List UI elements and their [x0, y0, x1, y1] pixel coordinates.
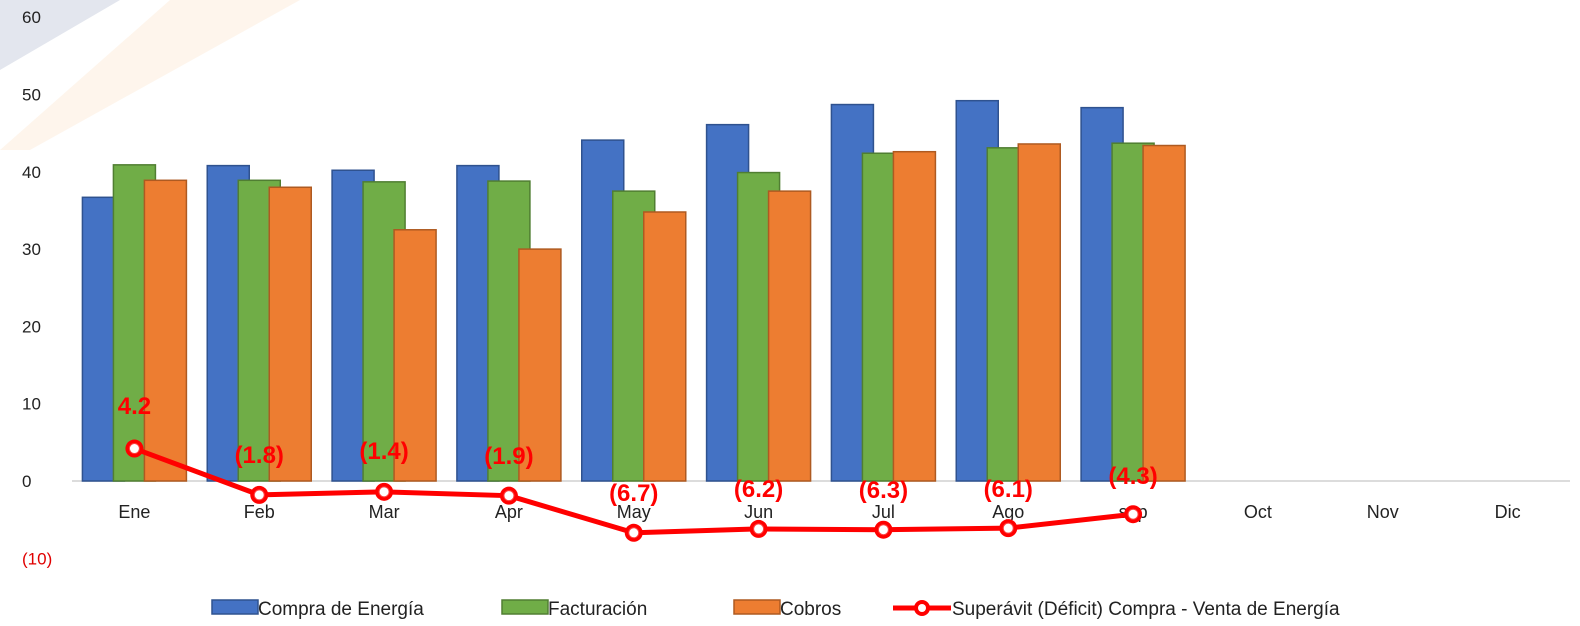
legend-label: Facturación [548, 599, 647, 620]
data-label: (4.3) [1108, 463, 1157, 490]
legend: Compra de Energía Facturación Cobros Superá… [211, 599, 1340, 620]
x-tick-label: Oct [1244, 502, 1272, 522]
x-tick-label: Mar [369, 502, 400, 522]
y-tick-label: 60 [22, 8, 41, 27]
bar [1142, 144, 1186, 482]
bar [518, 248, 562, 482]
bar-series [81, 99, 1186, 482]
y-tick-label: 30 [22, 240, 41, 259]
legend-label: Superávit (Déficit) Compra - Venta de En… [952, 599, 1340, 620]
legend-swatch [733, 599, 781, 615]
legend-label: Cobros [780, 599, 841, 620]
bar [1017, 143, 1061, 482]
legend-swatch [501, 599, 549, 615]
x-tick-label: Nov [1367, 502, 1399, 522]
x-axis: EneFebMarAprMayJunJulAgosepOctNovDic [118, 502, 1520, 522]
line-point-center [1127, 508, 1139, 520]
y-tick-label: 40 [22, 163, 41, 182]
x-tick-label: Ene [118, 502, 150, 522]
data-label: (6.7) [609, 480, 658, 507]
legend-label: Compra de Energía [258, 599, 424, 620]
bar [393, 229, 437, 482]
y-tick-label: 50 [22, 86, 41, 105]
bar [268, 186, 312, 482]
line-point-center [378, 486, 390, 498]
x-tick-label: Dic [1495, 502, 1521, 522]
x-tick-label: Ago [992, 502, 1024, 522]
x-tick-label: Apr [495, 502, 523, 522]
background-decoration [0, 0, 300, 150]
line-series: 4.2 (1.8) (1.4) (1.9) (6.7) (6.2) (6.3) (6.1) (4… [118, 393, 1158, 542]
legend-marker-center [918, 604, 926, 612]
data-label: 4.2 [118, 393, 151, 420]
y-tick-label: 0 [22, 472, 31, 491]
line-point-center [128, 443, 140, 455]
line-point-center [877, 524, 889, 536]
x-tick-label: Jul [872, 502, 895, 522]
y-tick-label: 10 [22, 395, 41, 414]
legend-swatch [211, 599, 259, 615]
line-point-center [753, 523, 765, 535]
y-tick-label: (10) [22, 549, 52, 568]
x-tick-label: Jun [744, 502, 773, 522]
line-point-center [628, 527, 640, 539]
line-point-center [1002, 522, 1014, 534]
x-tick-label: Feb [244, 502, 275, 522]
line-point-center [503, 490, 515, 502]
data-label: (6.2) [734, 476, 783, 503]
x-tick-label: May [617, 502, 651, 522]
line-point-center [253, 489, 265, 501]
y-tick-label: 20 [22, 317, 41, 336]
data-label: (1.4) [359, 438, 408, 465]
data-label: (6.1) [984, 476, 1033, 503]
data-label: (6.3) [859, 477, 908, 504]
data-label: (1.8) [235, 442, 284, 469]
bar [767, 190, 812, 482]
bar [892, 150, 937, 482]
y-axis: 60 50 40 30 20 10 0 (10) [22, 8, 52, 568]
bar [143, 179, 188, 482]
bar [643, 211, 687, 482]
data-label: (1.9) [484, 443, 533, 470]
